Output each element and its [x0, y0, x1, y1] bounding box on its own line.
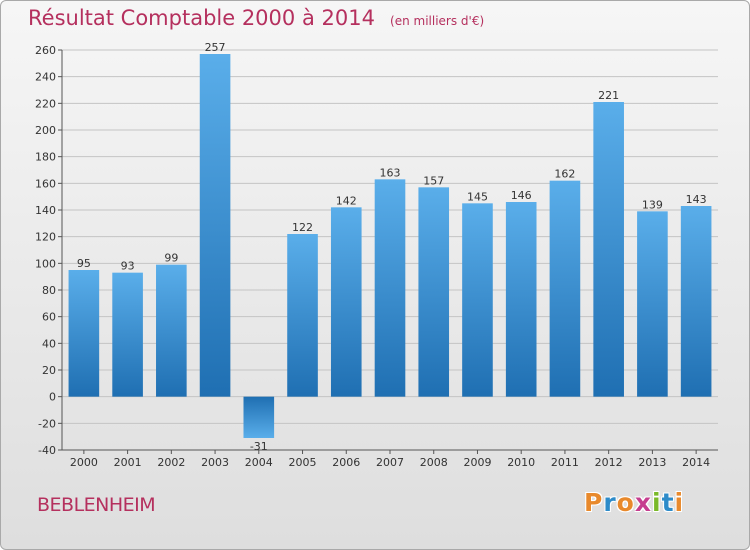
brand-letter: i — [652, 488, 662, 517]
y-tick-label: 260 — [35, 44, 56, 57]
bar-2010 — [505, 202, 537, 397]
brand-letter: i — [674, 488, 685, 517]
bar-2008 — [418, 187, 450, 397]
data-label: -31 — [250, 440, 268, 453]
data-label: 162 — [554, 168, 575, 181]
y-tick-label: 40 — [42, 337, 56, 350]
brand-letter: P — [584, 488, 604, 517]
y-tick-label: 80 — [42, 284, 56, 297]
x-tick-label: 2011 — [551, 456, 579, 469]
proxiti-logo[interactable]: Proxiti — [584, 488, 684, 517]
bar-2006 — [330, 207, 362, 397]
x-tick-label: 2002 — [157, 456, 185, 469]
bar-2003 — [199, 54, 231, 397]
data-label: 95 — [77, 257, 91, 270]
bar-2001 — [112, 272, 143, 397]
brand-letter: t — [661, 488, 675, 517]
brand-letter: r — [603, 488, 617, 517]
y-tick-label: 140 — [35, 204, 56, 217]
y-tick-label: 240 — [35, 71, 56, 84]
x-tick-label: 2008 — [420, 456, 448, 469]
x-tick-label: 2014 — [682, 456, 710, 469]
x-tick-label: 2007 — [376, 456, 404, 469]
data-label: 122 — [292, 221, 313, 234]
y-tick-label: 180 — [35, 151, 56, 164]
x-tick-label: 2000 — [70, 456, 98, 469]
y-tick-label: 60 — [42, 311, 56, 324]
labels: -40 -20 0 20 40 60 80 100 120 140 160 180 200 220 240 2… — [35, 41, 710, 469]
y-tick-label: 100 — [35, 257, 56, 270]
y-tick-label: 220 — [35, 97, 56, 110]
data-label: 142 — [336, 194, 357, 207]
bar-2004 — [243, 396, 275, 438]
data-label: 221 — [598, 89, 619, 102]
x-tick-label: 2009 — [463, 456, 491, 469]
data-label: 145 — [467, 190, 488, 203]
y-tick-label: -20 — [38, 417, 56, 430]
y-tick-label: 0 — [49, 391, 56, 404]
bar-2005 — [287, 234, 318, 397]
bar-2012 — [593, 102, 624, 397]
title-row: Résultat Comptable 2000 à 2014 (en milli… — [28, 6, 484, 30]
y-tick-label: -40 — [38, 444, 56, 457]
x-tick-label: 2012 — [595, 456, 623, 469]
x-tick-label: 2006 — [332, 456, 360, 469]
bars — [68, 54, 712, 438]
x-tick-label: 2010 — [507, 456, 535, 469]
x-tick-label: 2004 — [245, 456, 273, 469]
brand-letter: o — [616, 488, 635, 517]
x-tick-label: 2005 — [289, 456, 317, 469]
x-tick-label: 2013 — [638, 456, 666, 469]
chart-title: Résultat Comptable 2000 à 2014 — [28, 6, 375, 30]
x-tick-label: 2001 — [114, 456, 142, 469]
brand-letter: x — [634, 488, 652, 517]
bar-2009 — [462, 203, 493, 397]
data-label: 139 — [642, 198, 663, 211]
commune-name: BEBLENHEIM — [37, 494, 156, 516]
bar-2013 — [637, 211, 668, 397]
bar-2011 — [549, 180, 581, 397]
axes — [58, 49, 718, 454]
data-label: 157 — [423, 174, 444, 187]
data-label: 143 — [686, 193, 707, 206]
y-tick-label: 120 — [35, 231, 56, 244]
y-tick-label: 20 — [42, 364, 56, 377]
data-label: 146 — [511, 189, 532, 202]
bar-2007 — [374, 179, 406, 397]
y-tick-label: 200 — [35, 124, 56, 137]
data-label: 163 — [380, 166, 401, 179]
y-tick-label: 160 — [35, 177, 56, 190]
data-label: 99 — [164, 252, 178, 265]
chart-unit: (en milliers d'€) — [390, 14, 485, 28]
bar-2002 — [156, 264, 187, 397]
data-label: 93 — [121, 260, 135, 273]
bar-2000 — [68, 270, 100, 397]
x-tick-label: 2003 — [201, 456, 229, 469]
data-label: 257 — [205, 41, 226, 54]
bar-2014 — [680, 206, 712, 397]
